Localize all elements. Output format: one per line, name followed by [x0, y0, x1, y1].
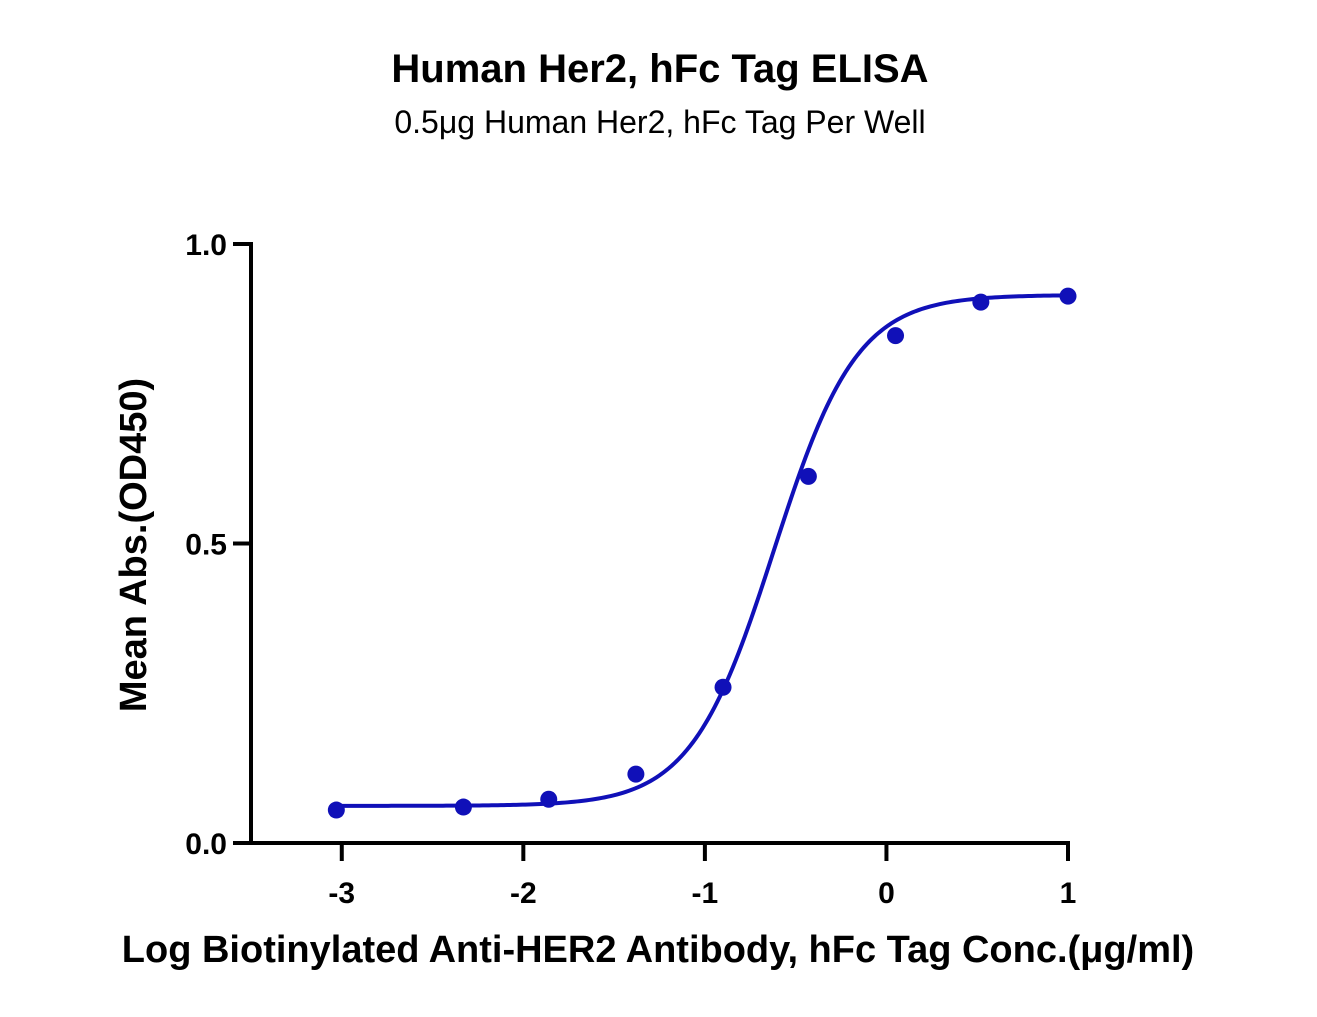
x-tick-label: -2	[510, 877, 537, 910]
x-tick-label: -1	[692, 877, 719, 910]
data-point	[714, 678, 732, 696]
data-point	[540, 790, 558, 808]
fit-curve-layer	[336, 293, 1069, 808]
x-tick-label: 1	[1060, 877, 1077, 910]
x-axis-label: Log Biotinylated Anti-HER2 Antibody, hFc…	[122, 929, 1194, 971]
fit-curve	[336, 293, 1069, 808]
data-point	[1059, 287, 1077, 305]
data-point	[627, 765, 645, 783]
data-point	[887, 327, 905, 345]
data-points-layer	[327, 287, 1077, 819]
data-point	[972, 293, 990, 311]
y-tick-label: 0.5	[185, 529, 227, 562]
y-axis-label: Mean Abs.(OD450)	[113, 378, 155, 712]
data-point	[454, 798, 472, 816]
y-tick-label: 0.0	[185, 828, 227, 861]
x-tick-label: -3	[328, 877, 355, 910]
data-point	[799, 467, 817, 485]
axes: 0.0 0.5 1.0 -3 -2 -1 0 1	[185, 229, 1076, 910]
chart-title: Human Her2, hFc Tag ELISA	[391, 47, 928, 91]
x-tick-label: 0	[878, 877, 895, 910]
chart-subtitle: 0.5μg Human Her2, hFc Tag Per Well	[394, 104, 925, 140]
y-tick-label: 1.0	[185, 229, 227, 262]
data-point	[327, 801, 345, 819]
